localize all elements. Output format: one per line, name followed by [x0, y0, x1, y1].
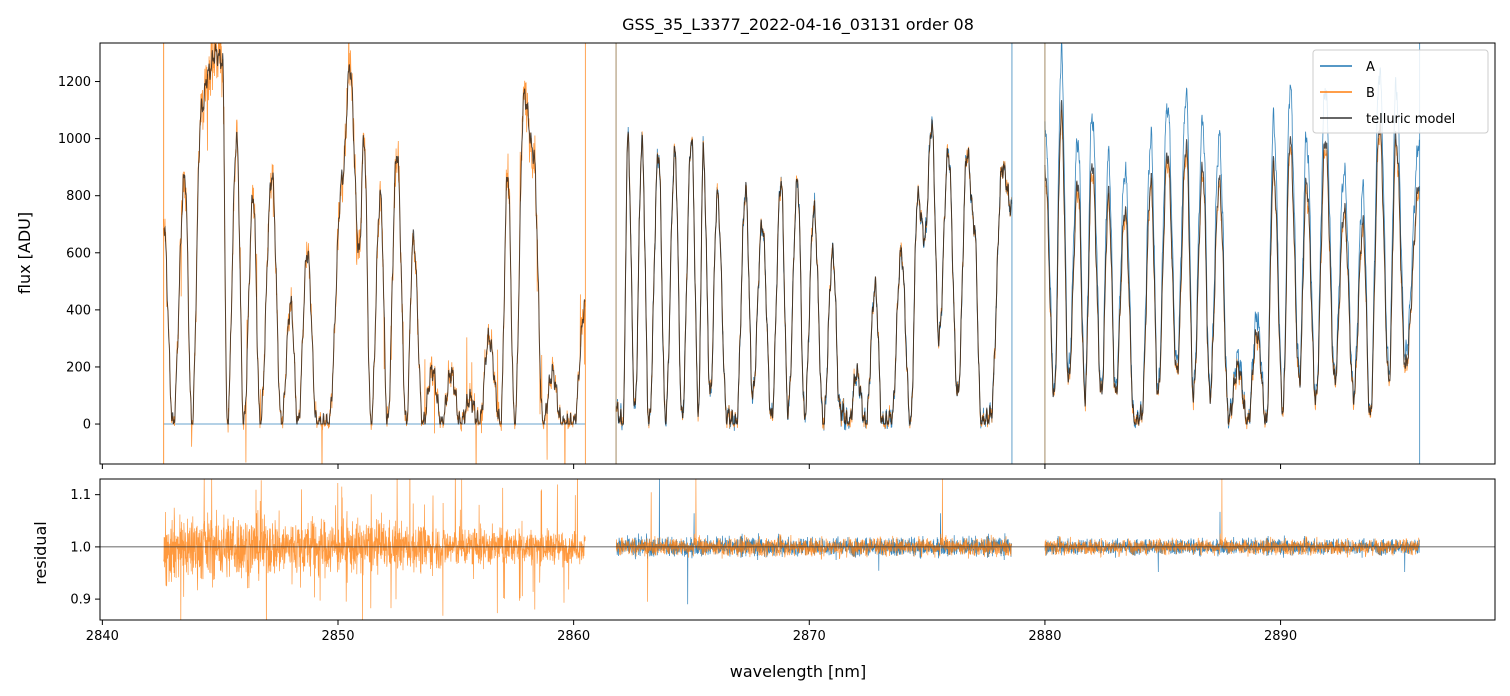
- flux-y-tick-label-3: 600: [66, 246, 91, 261]
- residual-b-line-seg2: [615, 479, 1013, 602]
- legend-label-a: A: [1366, 60, 1375, 75]
- x-axis-label: wavelength [nm]: [730, 662, 867, 681]
- residual-y-tick-label-2: 1.1: [70, 488, 91, 503]
- residual-panel: 2840 2850 2860 2870 2880 2890 0.9 1.0 1.1 resid…: [31, 478, 1496, 681]
- legend-label-b: B: [1366, 86, 1375, 101]
- flux-x-ticks: [101, 464, 1282, 469]
- flux-panel: 0 200 400 600 800 1000 1200 flux [ADU] A B tel…: [15, 42, 1496, 469]
- legend-box: [1312, 49, 1489, 134]
- flux-y-tick-label-0: 0: [83, 418, 91, 433]
- residual-y-axis-label: residual: [31, 521, 50, 584]
- flux-y-tick-label-4: 800: [66, 189, 91, 204]
- residual-x-tick-label-5: 2890: [1264, 629, 1297, 644]
- residual-x-tick-label-0: 2840: [86, 629, 119, 644]
- residual-y-tick-label-1: 1.0: [70, 540, 91, 555]
- residual-x-ticks: 2840 2850 2860 2870 2880 2890: [86, 620, 1297, 644]
- flux-y-tick-label-1: 200: [66, 360, 91, 375]
- flux-y-axis-label: flux [ADU]: [15, 212, 34, 294]
- residual-axes-frame: [99, 478, 1496, 621]
- flux-y-tick-label-2: 400: [66, 303, 91, 318]
- flux-y-tick-label-6: 1200: [58, 75, 91, 90]
- telluric-model-line-seg2: [615, 118, 1013, 426]
- flux-axes-frame: [99, 42, 1496, 465]
- residual-x-tick-label-2: 2860: [557, 629, 590, 644]
- residual-y-ticks: 0.9 1.0 1.1: [70, 488, 100, 608]
- legend: A B telluric model: [1312, 49, 1489, 134]
- telluric-model-line-seg1: [163, 44, 586, 425]
- residual-x-tick-label-1: 2850: [321, 629, 354, 644]
- flux-y-ticks: 0 200 400 600 800 1000 1200: [58, 75, 100, 433]
- residual-b-line-seg1: [163, 479, 586, 620]
- residual-x-tick-label-3: 2870: [793, 629, 826, 644]
- residual-plot-area: [100, 479, 1495, 620]
- residual-y-tick-label-0: 0.9: [70, 593, 91, 608]
- chart-title: GSS_35_L3377_2022-04-16_03131 order 08: [622, 15, 974, 35]
- residual-x-tick-label-4: 2880: [1028, 629, 1061, 644]
- telluric-model-line-seg3: [1044, 100, 1420, 425]
- flux-y-tick-label-5: 1000: [58, 132, 91, 147]
- legend-label-model: telluric model: [1366, 112, 1455, 127]
- flux-plot-area: [163, 43, 1421, 464]
- residual-b-line-seg3: [1044, 479, 1420, 559]
